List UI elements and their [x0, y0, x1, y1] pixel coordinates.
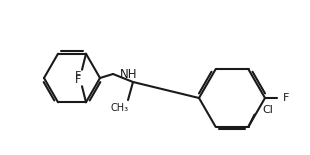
Text: Cl: Cl: [263, 105, 273, 115]
Text: F: F: [75, 71, 81, 81]
Text: F: F: [283, 93, 289, 103]
Text: CH₃: CH₃: [111, 103, 129, 113]
Text: NH: NH: [120, 67, 138, 80]
Text: F: F: [75, 75, 81, 85]
